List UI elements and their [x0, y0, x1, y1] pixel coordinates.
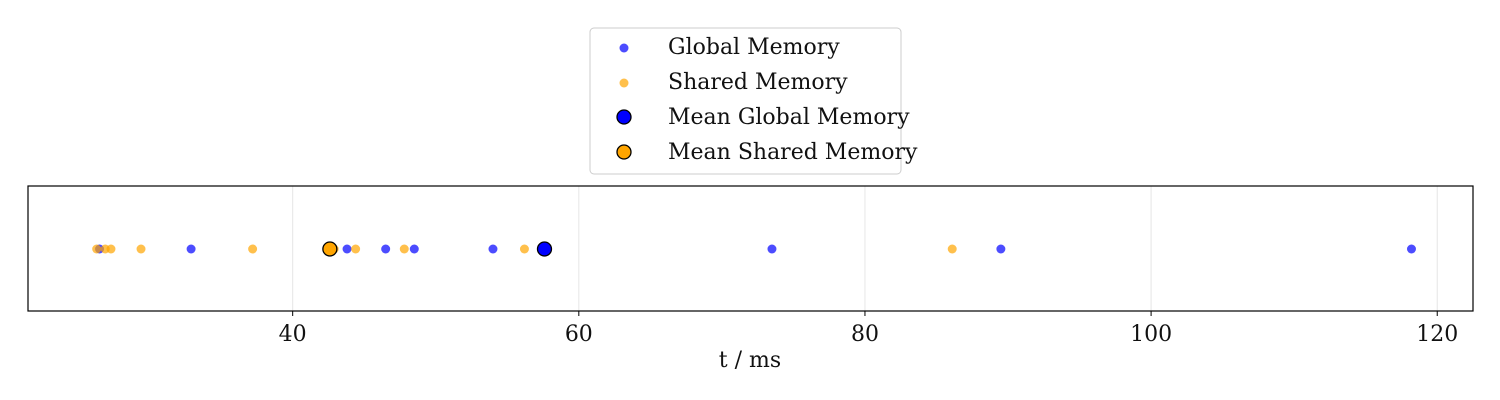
- legend-marker-mean-global-memory: [616, 109, 632, 125]
- legend-label-shared-memory: Shared Memory: [668, 70, 848, 95]
- point-shared-memory: [351, 244, 361, 254]
- point-global-memory: [342, 244, 352, 254]
- x-tick-label: 100: [1130, 322, 1172, 347]
- x-tick-label: 60: [565, 322, 593, 347]
- point-global-memory: [1406, 244, 1416, 254]
- point-global-memory: [767, 244, 777, 254]
- point-global-memory: [409, 244, 419, 254]
- legend-label-mean-shared-memory: Mean Shared Memory: [668, 140, 918, 165]
- grid-lines: [292, 186, 1438, 311]
- point-shared-memory: [106, 244, 116, 254]
- legend-box: [589, 27, 902, 175]
- point-shared-memory: [519, 244, 529, 254]
- legend: Global Memory Shared Memory Mean Global Me…: [589, 27, 918, 175]
- x-tick-label: 40: [279, 322, 307, 347]
- x-axis-ticks: 40 60 80 100 120: [279, 311, 1458, 347]
- point-shared-memory: [136, 244, 146, 254]
- x-tick-label: 120: [1416, 322, 1458, 347]
- x-axis-label: t / ms: [719, 348, 781, 373]
- point-shared-memory: [92, 244, 102, 254]
- x-tick-label: 80: [851, 322, 879, 347]
- legend-label-global-memory: Global Memory: [668, 35, 840, 60]
- legend-marker-mean-shared-memory: [616, 144, 632, 160]
- legend-marker-global-memory: [619, 43, 629, 53]
- point-global-memory: [488, 244, 498, 254]
- point-shared-memory: [947, 244, 957, 254]
- point-global-memory: [186, 244, 196, 254]
- plot-area-frame: [27, 185, 1474, 312]
- point-mean-shared-memory: [322, 241, 338, 257]
- legend-marker-shared-memory: [619, 78, 629, 88]
- data-points: [92, 241, 1416, 257]
- point-global-memory: [381, 244, 391, 254]
- point-global-memory: [996, 244, 1006, 254]
- point-shared-memory: [399, 244, 409, 254]
- legend-label-mean-global-memory: Mean Global Memory: [668, 105, 910, 130]
- point-mean-global-memory: [536, 241, 553, 257]
- point-shared-memory: [248, 244, 258, 254]
